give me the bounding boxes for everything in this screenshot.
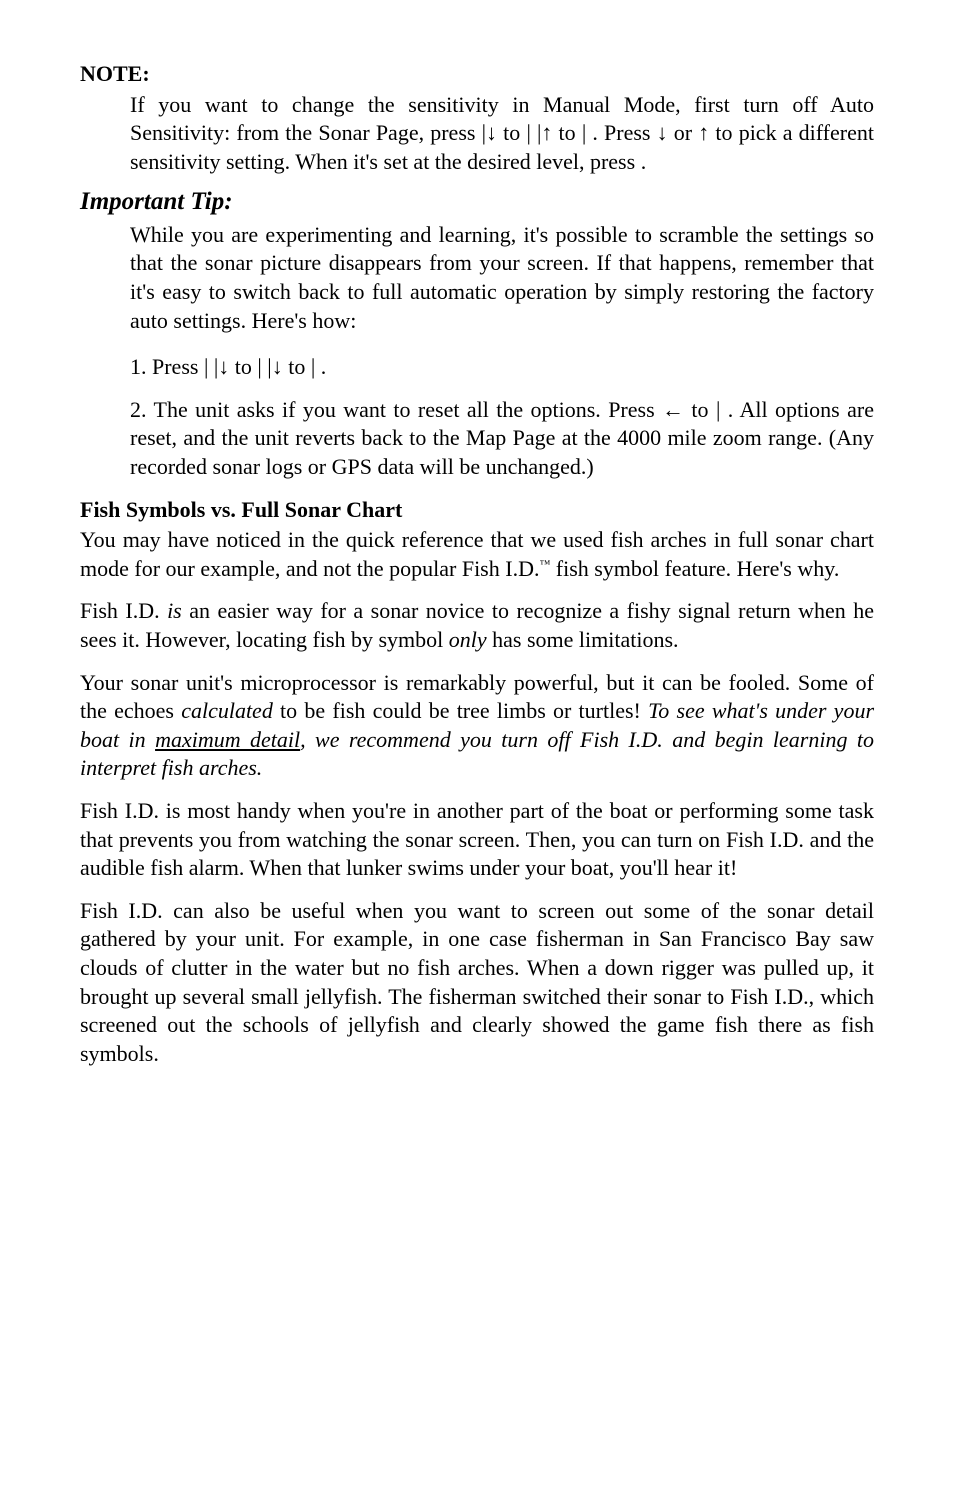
fish-p5: Fish I.D. can also be useful when you wa… bbox=[80, 897, 874, 1069]
fish-p3: Your sonar unit's microprocessor is rema… bbox=[80, 669, 874, 783]
step1-g: . bbox=[321, 354, 327, 379]
note-text-3: . bbox=[641, 149, 647, 174]
fish-p1: You may have noticed in the quick refere… bbox=[80, 526, 874, 583]
step-1: 1. Press | |↓ to | |↓ to | . bbox=[130, 353, 874, 382]
step2-b: | bbox=[716, 397, 728, 422]
step1-b: | bbox=[204, 354, 214, 379]
fish-p2-only: only bbox=[449, 627, 487, 652]
trademark-symbol: ™ bbox=[539, 558, 550, 570]
step1-f: | bbox=[311, 354, 321, 379]
fish-heading: Fish Symbols vs. Full Sonar Chart bbox=[80, 496, 874, 525]
step1-d: | bbox=[257, 354, 267, 379]
note-body: If you want to change the sensitivity in… bbox=[130, 91, 874, 177]
fish-p2-a: Fish I.D. bbox=[80, 598, 167, 623]
fish-p4: Fish I.D. is most handy when you're in a… bbox=[80, 797, 874, 883]
fish-p1-b: fish symbol feature. Here's why. bbox=[550, 556, 839, 581]
tip-body: While you are experimenting and learning… bbox=[130, 221, 874, 335]
note-heading: NOTE: bbox=[80, 60, 874, 89]
fish-p2-is: is bbox=[167, 598, 182, 623]
note-key-1: |↓ to bbox=[482, 120, 527, 145]
step1-e: |↓ to bbox=[267, 354, 311, 379]
fish-p2: Fish I.D. is an easier way for a sonar n… bbox=[80, 597, 874, 654]
fish-p3-ul: maximum detail bbox=[155, 727, 300, 752]
tip-heading: Important Tip: bbox=[80, 186, 874, 219]
note-key-4: | bbox=[582, 120, 593, 145]
step2-a: 2. The unit asks if you want to reset al… bbox=[130, 397, 716, 422]
step-2: 2. The unit asks if you want to reset al… bbox=[130, 396, 874, 482]
step1-a: 1. Press bbox=[130, 354, 204, 379]
fish-p2-c: has some limitations. bbox=[487, 627, 679, 652]
step1-c: |↓ to bbox=[214, 354, 258, 379]
fish-p3-calc: calculated bbox=[181, 698, 273, 723]
note-key-2: | bbox=[526, 120, 537, 145]
note-key-3: |↑ to bbox=[537, 120, 582, 145]
fish-p3-b: to be fish could be tree limbs or turtle… bbox=[273, 698, 648, 723]
